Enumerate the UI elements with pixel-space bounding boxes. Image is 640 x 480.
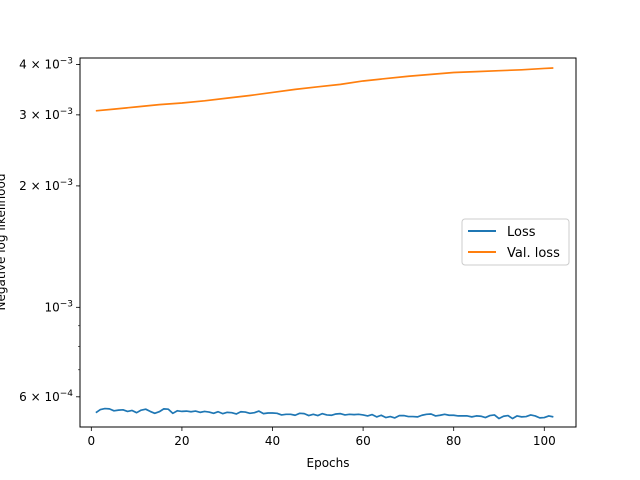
y-tick-label: 10−3 (44, 299, 73, 314)
y-tick-label: 3 × 10−3 (19, 107, 73, 122)
y-tick-label: 4 × 10−3 (19, 56, 73, 71)
x-tick-label: 60 (355, 434, 370, 448)
plot-frame (79, 57, 577, 428)
y-axis: 6 × 10−4 10−3 2 × 10−3 3 × 10−3 4 × 10−3 (19, 56, 80, 404)
x-tick-label: 20 (174, 434, 189, 448)
x-tick-label: 80 (446, 434, 461, 448)
x-tick-label: 40 (265, 434, 280, 448)
legend-label-loss: Loss (507, 225, 536, 240)
legend-label-val-loss: Val. loss (507, 246, 560, 261)
x-axis: 0 20 40 60 80 100 (88, 427, 556, 448)
y-tick-label: 2 × 10−3 (19, 178, 73, 193)
x-tick-label: 100 (533, 434, 556, 448)
x-axis-label: Epochs (307, 456, 350, 470)
x-tick-label: 0 (88, 434, 96, 448)
series-line-loss (95, 407, 554, 420)
series-line-val-loss (95, 67, 554, 112)
plot-lines (95, 67, 554, 420)
legend: Loss Val. loss (461, 218, 570, 266)
y-tick-label: 6 × 10−4 (19, 389, 73, 404)
y-axis-label: Negative log likelihood (0, 174, 8, 311)
